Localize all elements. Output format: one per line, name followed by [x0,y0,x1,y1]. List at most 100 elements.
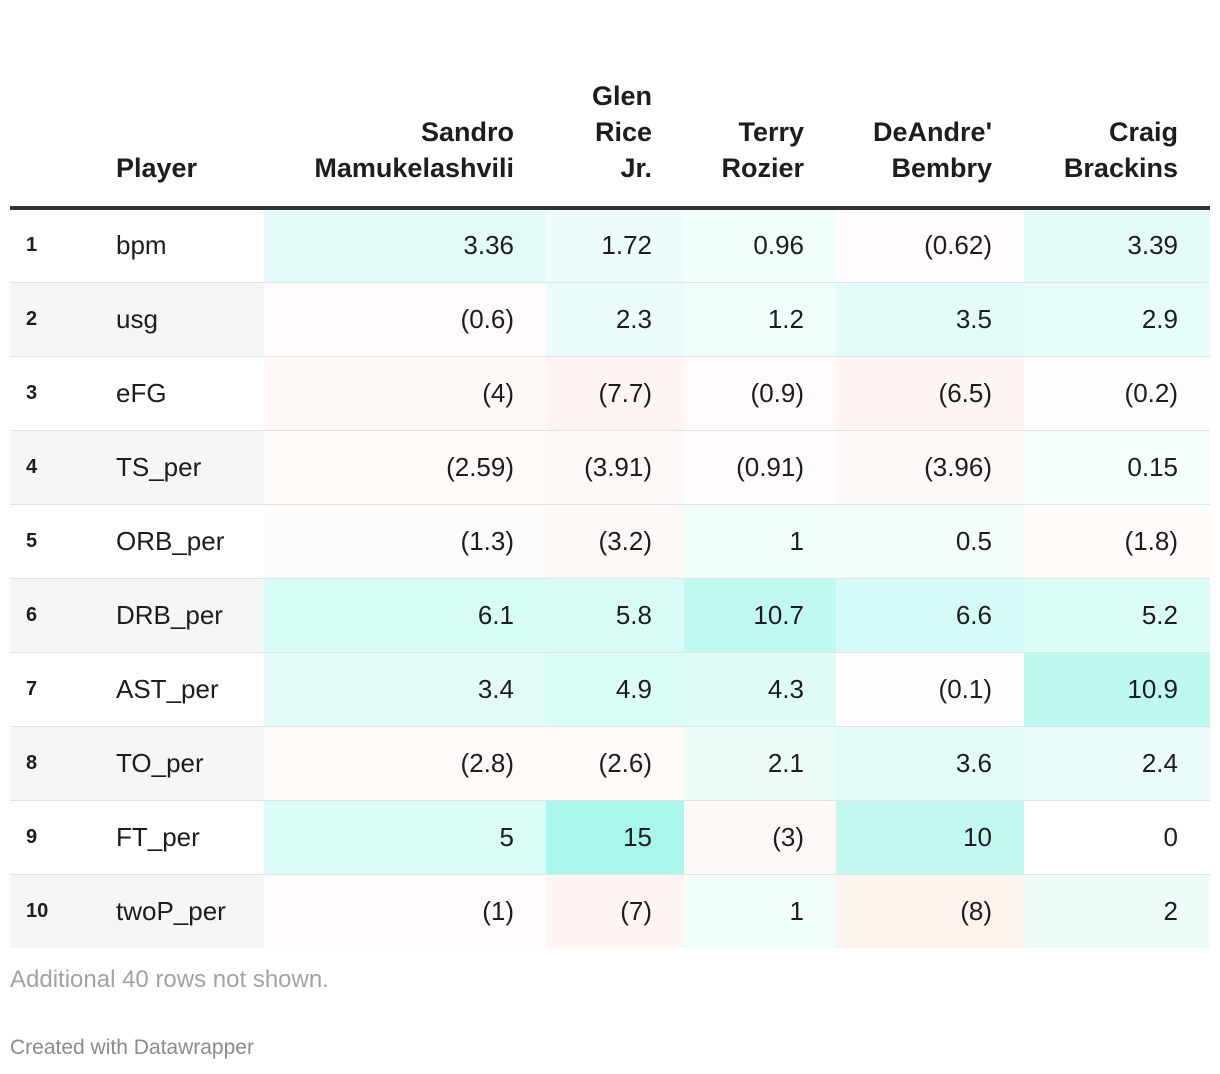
value-cell: (0.2) [1024,356,1210,431]
column-header-text: Rice [594,117,652,147]
row-rank: 8 [10,726,104,801]
value-cell: 6.1 [264,578,546,653]
row-rank: 1 [10,208,104,283]
column-header-text: Mamukelashvili [314,153,514,183]
row-rank: 2 [10,282,104,357]
column-header-text: DeAndre' [873,117,992,147]
column-header-player[interactable]: Player [104,0,264,210]
table-row: 6 DRB_per 6.1 5.8 10.7 6.6 5.2 [10,578,1210,653]
value-cell: 2.9 [1024,282,1210,357]
value-cell: (1) [264,874,546,948]
row-label: ORB_per [104,504,264,579]
table-notes: Additional 40 rows not shown. [10,966,329,993]
value-cell: (0.91) [684,430,836,505]
value-cell: (0.1) [836,652,1024,727]
value-cell: 5.8 [546,578,684,653]
value-cell: (3.2) [546,504,684,579]
table-row: 10 twoP_per (1) (7) 1 (8) 2 [10,874,1210,948]
value-cell: 3.6 [836,726,1024,801]
table-row: 8 TO_per (2.8) (2.6) 2.1 3.6 2.4 [10,726,1210,801]
row-rank: 5 [10,504,104,579]
value-cell: 0 [1024,800,1210,875]
value-cell: (3.91) [546,430,684,505]
table-row: 3 eFG (4) (7.7) (0.9) (6.5) (0.2) [10,356,1210,431]
value-cell: (6.5) [836,356,1024,431]
credit-link[interactable]: Created with Datawrapper [10,1036,254,1059]
value-cell: 15 [546,800,684,875]
row-label: TO_per [104,726,264,801]
value-cell: 2 [1024,874,1210,948]
value-cell: 1.2 [684,282,836,357]
row-rank: 9 [10,800,104,875]
value-cell: 3.4 [264,652,546,727]
column-header-text: Terry [738,117,804,147]
table-row: 2 usg (0.6) 2.3 1.2 3.5 2.9 [10,282,1210,357]
column-header-1[interactable]: Sandro Mamukelashvili [264,0,546,210]
value-cell: (0.6) [264,282,546,357]
value-cell: 6.6 [836,578,1024,653]
value-cell: (1.3) [264,504,546,579]
row-label: bpm [104,208,264,283]
column-header-4[interactable]: DeAndre' Bembry [836,0,1024,210]
column-header-text: Brackins [1063,153,1178,183]
value-cell: 4.3 [684,652,836,727]
data-table: Player Sandro Mamukelashvili Glen Rice Jr. Ter… [10,0,1210,948]
row-rank: 10 [10,874,104,948]
row-rank: 4 [10,430,104,505]
value-cell: (2.6) [546,726,684,801]
column-header-text: Player [116,153,198,183]
value-cell: (0.62) [836,208,1024,283]
value-cell: (7) [546,874,684,948]
value-cell: 2.4 [1024,726,1210,801]
column-header-text: Rozier [721,153,804,183]
table-row: 9 FT_per 5 15 (3) 10 0 [10,800,1210,875]
value-cell: (8) [836,874,1024,948]
table-body: 1 bpm 3.36 1.72 0.96 (0.62) 3.39 2 usg (0.6) 2.3 1.… [10,208,1210,948]
row-label: FT_per [104,800,264,875]
value-cell: 5 [264,800,546,875]
value-cell: 0.5 [836,504,1024,579]
value-cell: 1.72 [546,208,684,283]
value-cell: 3.5 [836,282,1024,357]
column-header-3[interactable]: Terry Rozier [684,0,836,210]
value-cell: 2.1 [684,726,836,801]
row-label: TS_per [104,430,264,505]
row-label: AST_per [104,652,264,727]
table-row: 1 bpm 3.36 1.72 0.96 (0.62) 3.39 [10,208,1210,283]
value-cell: 4.9 [546,652,684,727]
value-cell: (3.96) [836,430,1024,505]
data-table-container: Player Sandro Mamukelashvili Glen Rice Jr. Ter… [10,0,1210,948]
column-header-5[interactable]: Craig Brackins [1024,0,1210,210]
value-cell: 5.2 [1024,578,1210,653]
row-label: usg [104,282,264,357]
header-row: Player Sandro Mamukelashvili Glen Rice Jr. Ter… [10,0,1210,210]
row-rank: 6 [10,578,104,653]
value-cell: 1 [684,874,836,948]
column-header-text: Jr. [620,153,652,183]
column-header-text: Bembry [891,153,992,183]
value-cell: 3.36 [264,208,546,283]
value-cell: (2.8) [264,726,546,801]
row-label: twoP_per [104,874,264,948]
column-header-2[interactable]: Glen Rice Jr. [546,0,684,210]
value-cell: 0.15 [1024,430,1210,505]
value-cell: 10.7 [684,578,836,653]
row-rank: 7 [10,652,104,727]
row-rank: 3 [10,356,104,431]
value-cell: 10 [836,800,1024,875]
value-cell: 10.9 [1024,652,1210,727]
table-row: 4 TS_per (2.59) (3.91) (0.91) (3.96) 0.15 [10,430,1210,505]
table-row: 5 ORB_per (1.3) (3.2) 1 0.5 (1.8) [10,504,1210,579]
value-cell: 1 [684,504,836,579]
table-row: 7 AST_per 3.4 4.9 4.3 (0.1) 10.9 [10,652,1210,727]
row-label: DRB_per [104,578,264,653]
value-cell: (4) [264,356,546,431]
value-cell: 3.39 [1024,208,1210,283]
value-cell: (3) [684,800,836,875]
value-cell: (1.8) [1024,504,1210,579]
column-header-text: Sandro [420,117,514,147]
column-header-text: Craig [1108,117,1178,147]
column-header-rank[interactable] [10,0,104,210]
row-label: eFG [104,356,264,431]
value-cell: (0.9) [684,356,836,431]
